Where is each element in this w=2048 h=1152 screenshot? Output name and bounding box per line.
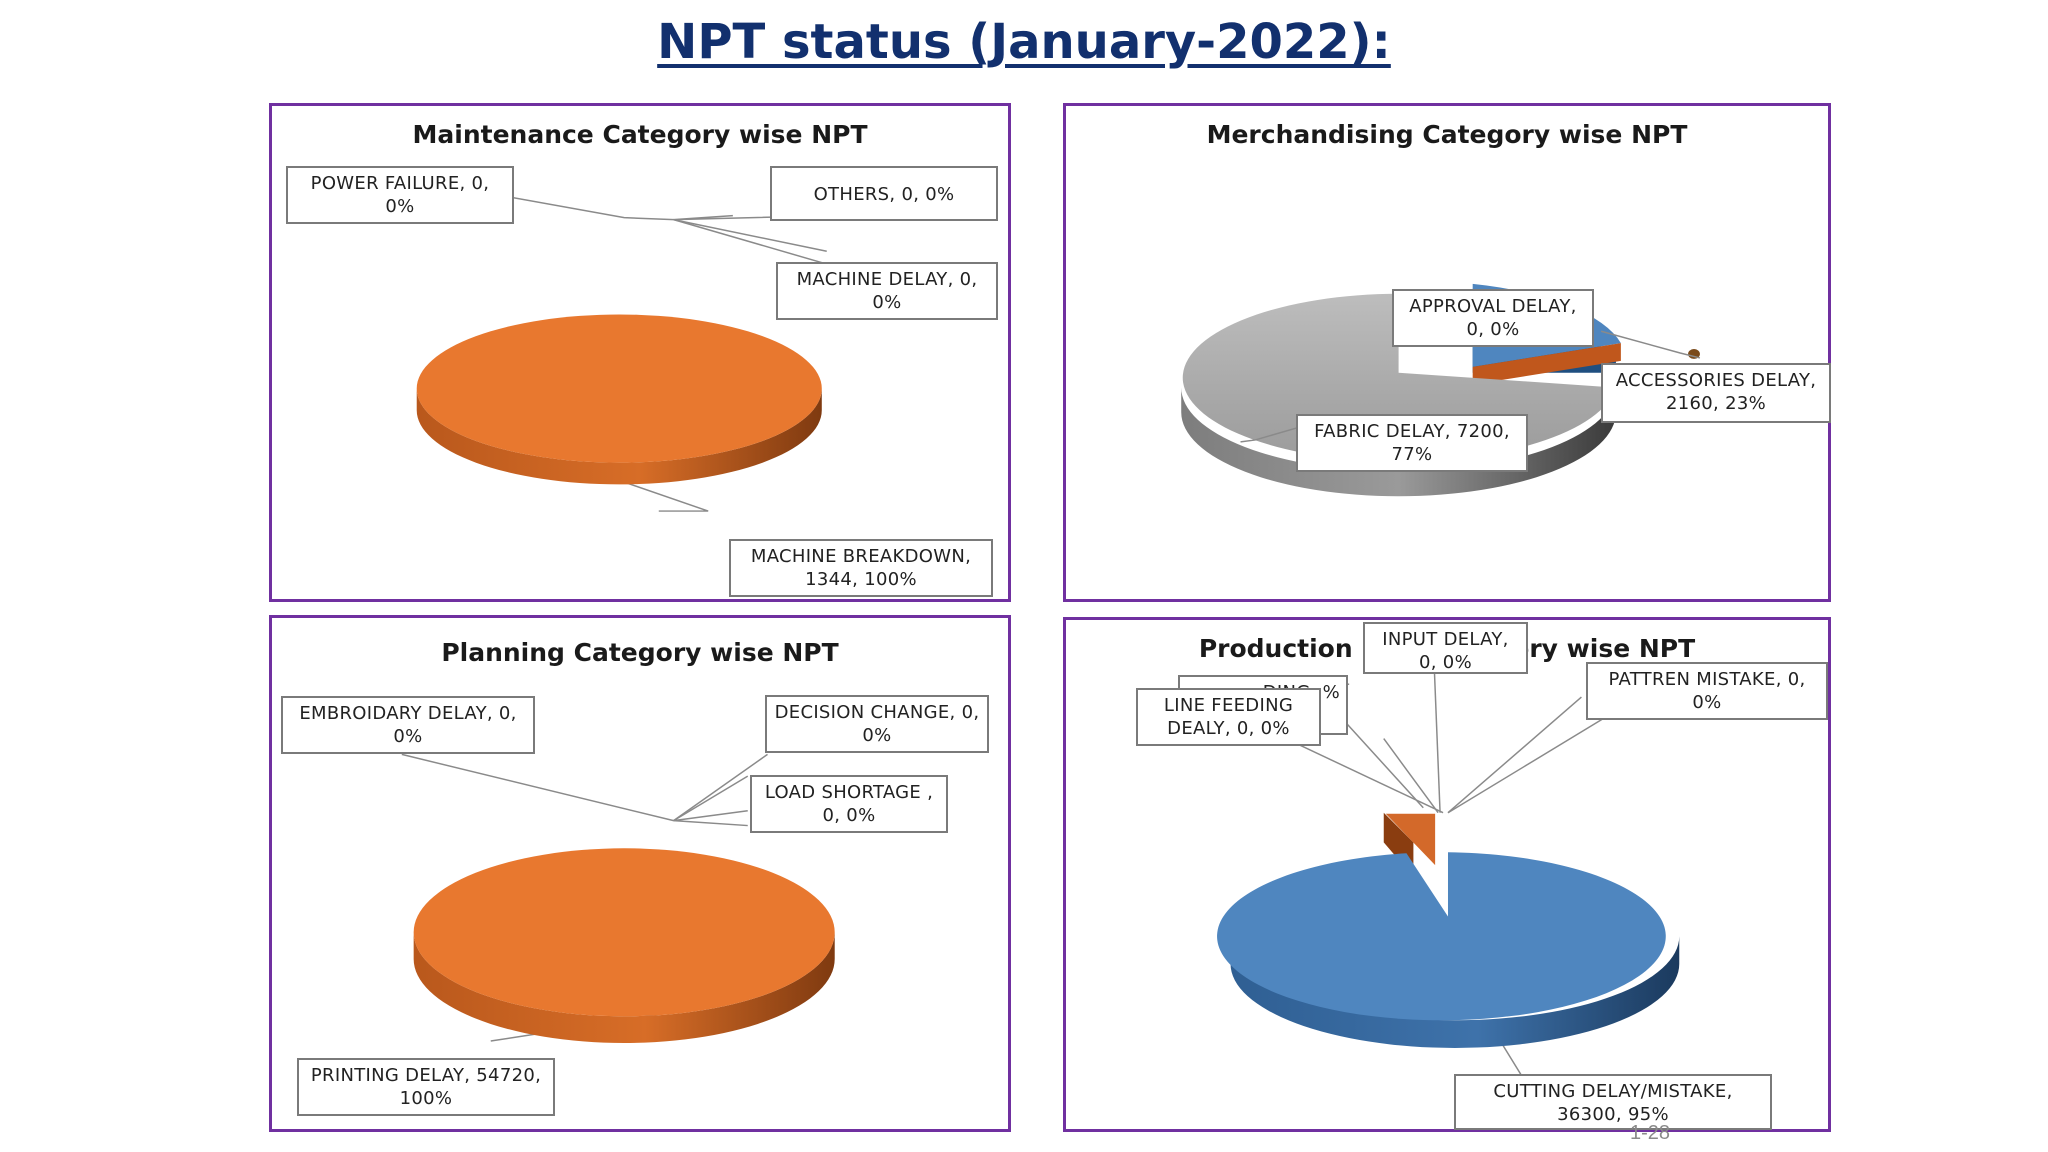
chart-title: Maintenance Category wise NPT <box>412 120 868 149</box>
label-line-feeding-dealy: LINE FEEDING DEALY, 0, 0% <box>1136 688 1321 746</box>
label-machine-breakdown: MACHINE BREAKDOWN, 1344, 100% <box>729 539 993 597</box>
planning-pie <box>401 753 835 1044</box>
planning-chart-panel: Planning Category wise NPT EMBROIDARY DE… <box>269 615 1011 1132</box>
page-number: 1-28 <box>1630 1122 1671 1144</box>
merchandising-pie <box>1181 283 1701 497</box>
slice-cutting-delay <box>1217 852 1666 1021</box>
leader-lines <box>1240 330 1701 443</box>
production-chart-panel: Production Dpt. Category wise NPT DING, … <box>1063 617 1831 1132</box>
label-printing-delay: PRINTING DELAY, 54720, 100% <box>297 1058 555 1116</box>
production-pie <box>1181 639 1680 1086</box>
label-cutting-delay-mistake: CUTTING DELAY/MISTAKE, 36300, 95% <box>1454 1074 1772 1130</box>
label-fabric-delay: FABRIC DELAY, 7200, 77% <box>1296 414 1528 472</box>
label-input-delay: INPUT DELAY, 0, 0% <box>1363 622 1528 674</box>
label-load-shortage: LOAD SHORTAGE , 0, 0% <box>750 775 948 833</box>
merchandising-chart-panel: Merchandising Category wise NPT APPROVAL… <box>1063 103 1831 602</box>
slice-accessories-delay-edge <box>1472 343 1621 385</box>
chart-title: Planning Category wise NPT <box>441 638 839 667</box>
label-accessories-delay: ACCESSORIES DELAY, 2160, 23% <box>1601 363 1831 423</box>
maintenance-chart-panel: Maintenance Category wise NPT POWER FAIL… <box>269 103 1011 602</box>
label-decision-change: DECISION CHANGE, 0, 0% <box>765 695 989 753</box>
label-machine-delay: MACHINE DELAY, 0, 0% <box>776 262 998 320</box>
slice-machine-breakdown <box>416 314 822 463</box>
slice-other-wedge <box>1385 813 1436 866</box>
label-others: OTHERS, 0, 0% <box>770 166 998 221</box>
chart-title: Merchandising Category wise NPT <box>1206 120 1688 149</box>
label-power-failure: POWER FAILURE, 0, 0% <box>286 166 514 224</box>
label-approval-delay: APPROVAL DELAY, 0, 0% <box>1392 289 1594 347</box>
page-title: NPT status (January-2022): <box>657 14 1391 70</box>
maintenance-pie <box>416 190 832 512</box>
slice-printing-delay <box>413 848 835 1017</box>
label-pattren-mistake: PATTREN MISTAKE, 0, 0% <box>1586 662 1828 720</box>
slice-machine-breakdown-side <box>416 388 822 485</box>
slice-printing-delay-side <box>413 932 835 1044</box>
slice-cutting-delay-side <box>1230 936 1680 1048</box>
label-embroidary-delay: EMBROIDARY DELAY, 0, 0% <box>281 696 535 754</box>
leader-lines <box>401 753 768 1042</box>
